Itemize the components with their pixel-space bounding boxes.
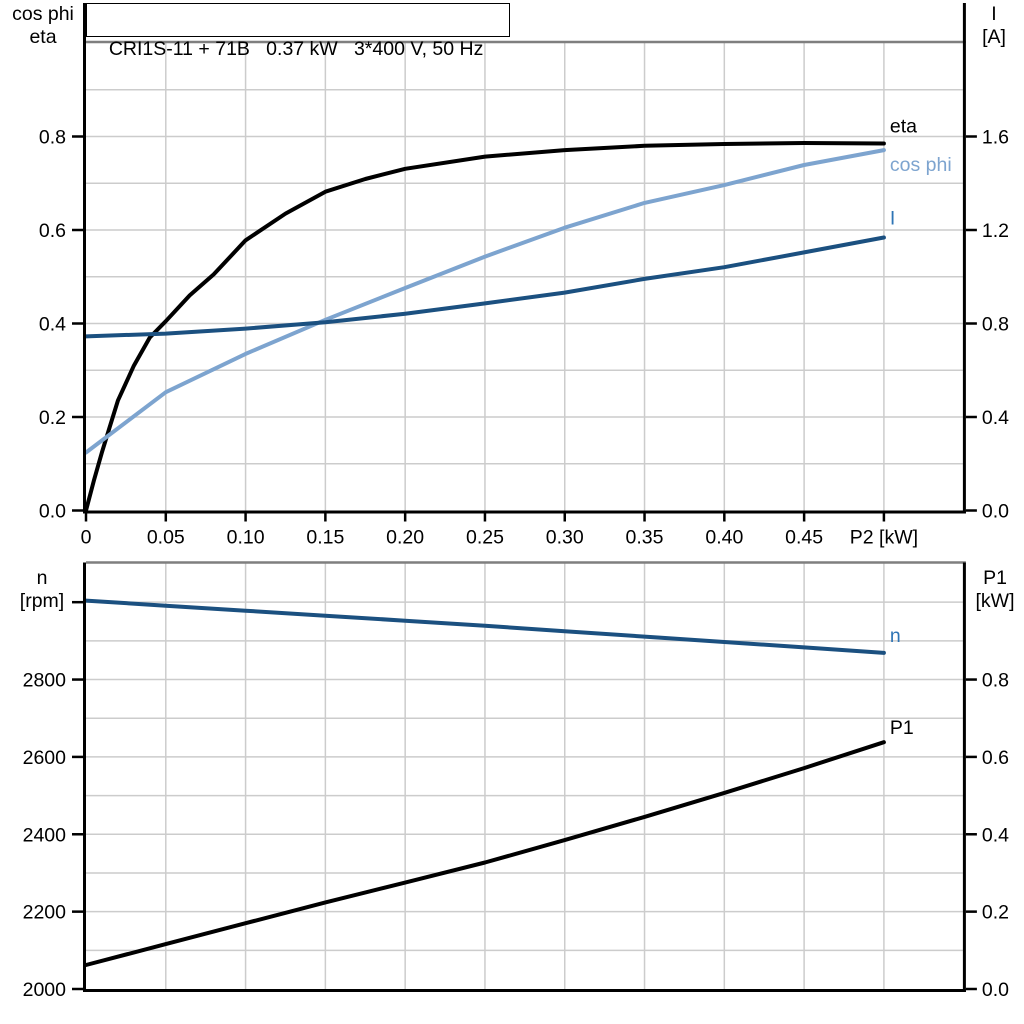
tick-label-left: 2600 — [23, 747, 67, 769]
curve-label-n: n — [890, 625, 901, 647]
tick-label-left: 0.8 — [39, 127, 66, 149]
tick-label-bottom: 0.15 — [306, 527, 344, 549]
tick-label-right: 0.4 — [982, 407, 1009, 429]
tick-label-bottom: 0.45 — [785, 527, 823, 549]
bottom-left-axis-label: n [rpm] — [4, 567, 80, 613]
tick-label-left: 0.2 — [39, 407, 66, 429]
curve-label-I: I — [890, 207, 895, 229]
tick-label-right: 0.8 — [982, 670, 1009, 692]
axis-label-speed: n — [36, 567, 48, 589]
curve-n — [84, 598, 886, 655]
curve-eta — [84, 141, 886, 513]
curve-label-cos-phi: cos phi — [890, 154, 952, 176]
tick-label-right: 1.2 — [982, 220, 1009, 242]
tick-label-right: 0.8 — [982, 314, 1009, 336]
axis-label-speed-unit: [rpm] — [19, 590, 65, 612]
tick-label-bottom: 0.35 — [626, 527, 664, 549]
curve-label-P1: P1 — [890, 717, 914, 739]
tick-label-left: 2400 — [23, 824, 67, 846]
tick-label-right: 0.6 — [982, 747, 1009, 769]
tick-label-left: 2200 — [23, 902, 67, 924]
axis-label-p1-unit: [kW] — [975, 590, 1015, 612]
tick-label-left: 2800 — [23, 670, 67, 692]
tick-label-bottom: 0.20 — [386, 527, 424, 549]
tick-label-bottom: 0.40 — [705, 527, 743, 549]
bottom-right-axis-label: P1 [kW] — [966, 567, 1024, 613]
tick-label-bottom: 0.25 — [466, 527, 504, 549]
tick-label-bottom: 0.30 — [546, 527, 584, 549]
tick-label-right: 0.2 — [982, 902, 1009, 924]
tick-label-left: 0.4 — [39, 314, 66, 336]
axis-label-current: I — [991, 3, 997, 25]
tick-label-bottom: 0.10 — [227, 527, 265, 549]
tick-label-right: 0.0 — [982, 501, 1009, 523]
tick-label-bottom: 0.05 — [147, 527, 185, 549]
tick-label-left: 2000 — [23, 979, 67, 1001]
curve-label-eta: eta — [890, 116, 917, 138]
tick-label-left: 0.6 — [39, 220, 66, 242]
chart-title-box: CRI1S-11 + 71B 0.37 kW 3*400 V, 50 Hz — [86, 3, 510, 60]
tick-label-bottom: 0 — [81, 527, 92, 549]
curve-cos-phi — [84, 148, 886, 455]
top-right-axis-label: I [A] — [964, 3, 1024, 49]
tick-label-right: 1.6 — [982, 127, 1009, 149]
tick-label-bottom: P2 [kW] — [850, 527, 918, 549]
curve-P1 — [84, 740, 886, 967]
axis-label-p1: P1 — [983, 567, 1007, 589]
tick-label-right: 0.4 — [982, 824, 1009, 846]
axis-label-eta: eta — [29, 26, 57, 48]
chart-title: CRI1S-11 + 71B 0.37 kW 3*400 V, 50 Hz — [108, 38, 484, 60]
top-left-axis-label: cos phi eta — [4, 3, 82, 49]
tick-label-right: 0.0 — [982, 979, 1009, 1001]
curve-I — [84, 235, 886, 339]
axis-label-cos-phi: cos phi — [12, 3, 74, 25]
tick-label-left: 0.0 — [39, 501, 66, 523]
axis-label-current-unit: [A] — [982, 26, 1006, 48]
